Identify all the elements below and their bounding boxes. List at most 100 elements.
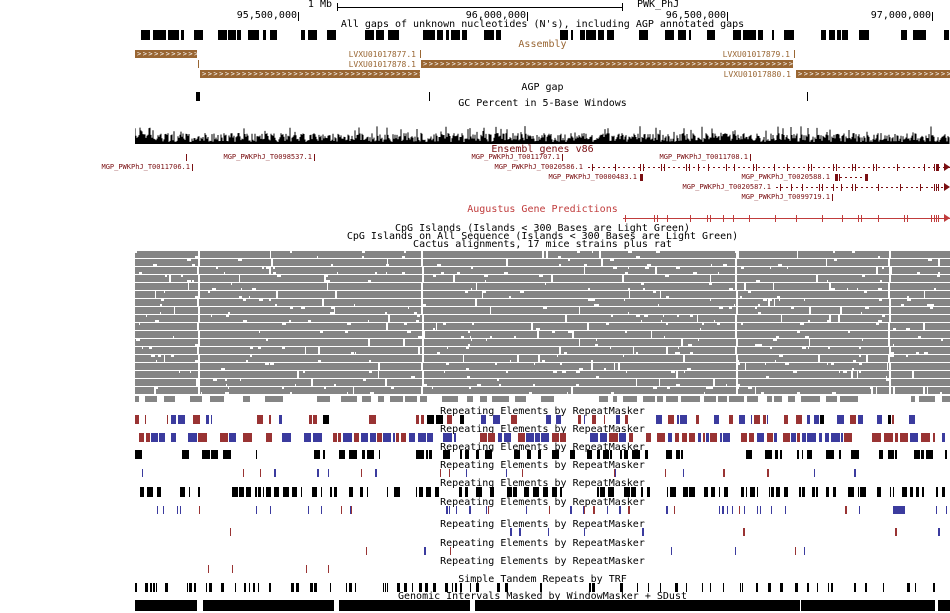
track-title-cactus[interactable]: Cactus alignments, 17 mice strains plus … bbox=[413, 239, 672, 250]
track-title-cpg_islands_all[interactable]: CpG Islands on All Sequence (Islands < 3… bbox=[346, 231, 739, 242]
alignment-row[interactable] bbox=[135, 323, 950, 330]
mark bbox=[571, 30, 573, 40]
contig-bar[interactable]: >>>>>>>>>>>>>>>>>>>>>>>>>>>>>>>>>>>>>>>>… bbox=[421, 60, 793, 68]
exon-tick bbox=[756, 164, 757, 171]
contig-label[interactable]: LVXU01017878.1 bbox=[348, 60, 416, 69]
track-title-cpg_islands[interactable]: CpG Islands (Islands < 300 Bases are Lig… bbox=[394, 223, 690, 234]
gene-label[interactable]: MGP_PWKPhJ_T0020588.1 bbox=[741, 173, 830, 181]
track-title-repeatmasker[interactable]: Repeating Elements by RepeatMasker bbox=[440, 519, 645, 530]
alignment-notch bbox=[853, 360, 856, 362]
track-title-repeatmasker[interactable]: Repeating Elements by RepeatMasker bbox=[440, 424, 645, 435]
mark bbox=[945, 450, 947, 459]
mark bbox=[592, 583, 595, 592]
track-rmsk9[interactable] bbox=[135, 565, 950, 573]
alignment-row[interactable] bbox=[135, 371, 950, 378]
track-cactus-alignments[interactable] bbox=[135, 251, 950, 405]
contig-bar[interactable]: >>>>>>>>>>>>>>>>>>>>>>>>>>>>>> bbox=[796, 70, 950, 78]
alignment-notch bbox=[773, 339, 777, 341]
mark bbox=[710, 583, 711, 592]
track-title-augustus[interactable]: Augustus Gene Predictions bbox=[467, 204, 618, 215]
mark bbox=[660, 583, 661, 592]
alignment-notch bbox=[465, 291, 468, 293]
contig-label[interactable]: LVXU01017877.1 bbox=[348, 50, 416, 59]
track-windowmasker[interactable] bbox=[135, 600, 950, 611]
contig-bar[interactable]: >>>>>>>>>>>> bbox=[135, 50, 197, 58]
exon-tick bbox=[878, 184, 879, 191]
alignment-row[interactable] bbox=[135, 379, 950, 386]
track-rmsk4[interactable] bbox=[135, 469, 950, 477]
gene-label[interactable]: MGP_PWKPhJ_T0011707.1 bbox=[471, 153, 560, 161]
contig-label[interactable]: LVXU01017879.1 bbox=[722, 50, 790, 59]
track-title-windowmasker[interactable]: Genomic Intervals Masked by WindowMasker… bbox=[398, 591, 687, 602]
track-rmsk6[interactable] bbox=[135, 506, 950, 514]
gene-label[interactable]: MGP_PWKPhJ_T0020587.1 bbox=[682, 183, 771, 191]
gene-label[interactable]: MGP_PWKPhJ_T0011706.1 bbox=[101, 163, 190, 171]
alignment-row[interactable] bbox=[135, 299, 950, 306]
track-title-repeatmasker[interactable]: Repeating Elements by RepeatMasker bbox=[440, 460, 645, 471]
mark bbox=[757, 506, 758, 514]
alignment-row[interactable] bbox=[135, 259, 950, 266]
track-title-repeatmasker[interactable]: Repeating Elements by RepeatMasker bbox=[440, 406, 645, 417]
alignment-row[interactable] bbox=[135, 267, 950, 274]
track-rmsk8[interactable] bbox=[135, 547, 950, 555]
track-rmsk1[interactable] bbox=[135, 415, 950, 424]
alignment-gap bbox=[421, 299, 423, 306]
alignment-notch bbox=[804, 299, 805, 301]
track-rmsk5[interactable] bbox=[135, 487, 950, 497]
alignment-row[interactable] bbox=[135, 283, 950, 290]
mark bbox=[454, 433, 456, 442]
gene-label[interactable]: MGP_PWKPhJ_T0020586.1 bbox=[494, 163, 583, 171]
mark bbox=[772, 30, 774, 40]
track-agp-gap[interactable] bbox=[0, 92, 950, 101]
alignment-notch bbox=[408, 307, 409, 309]
alignment-row[interactable] bbox=[135, 275, 950, 282]
alignment-row[interactable] bbox=[135, 363, 950, 370]
gene-label[interactable]: MGP_PWKPhJ_T0011708.1 bbox=[659, 153, 748, 161]
track-title-assembly[interactable]: Assembly bbox=[518, 39, 567, 50]
track-title-repeatmasker[interactable]: Repeating Elements by RepeatMasker bbox=[440, 497, 645, 508]
alignment-row[interactable] bbox=[135, 315, 950, 322]
alignment-row[interactable] bbox=[135, 331, 950, 338]
mark bbox=[156, 583, 157, 592]
track-title-repeatmasker[interactable]: Repeating Elements by RepeatMasker bbox=[440, 538, 645, 549]
alignment-notch bbox=[940, 392, 942, 394]
track-rmsk7[interactable] bbox=[135, 528, 950, 536]
track-title-repeatmasker[interactable]: Repeating Elements by RepeatMasker bbox=[440, 442, 645, 453]
gc-percent-wiggle[interactable] bbox=[135, 126, 950, 144]
gene-label[interactable]: MGP_PWKPhJ_T0000483.1 bbox=[548, 173, 637, 181]
mark bbox=[465, 487, 468, 497]
track-trf[interactable] bbox=[135, 583, 950, 592]
alignment-notch bbox=[758, 344, 762, 346]
alignment-gap bbox=[422, 355, 424, 362]
track-title-gaps[interactable]: All gaps of unknown nucleotides (N's), i… bbox=[340, 19, 745, 30]
track-gaps[interactable] bbox=[135, 30, 950, 40]
alignment-row[interactable] bbox=[135, 339, 950, 346]
gene-label[interactable]: MGP_PWKPhJ_T0099719.1 bbox=[741, 193, 830, 201]
mark bbox=[560, 487, 562, 497]
track-title-agp_gap[interactable]: AGP gap bbox=[521, 82, 564, 93]
track-title-ensembl[interactable]: Ensembl genes v86 bbox=[491, 144, 594, 155]
track-rmsk2[interactable] bbox=[135, 433, 950, 442]
track-title-trf[interactable]: Simple Tandem Repeats by TRF bbox=[458, 574, 627, 585]
alignment-notch bbox=[918, 336, 919, 338]
alignment-notch bbox=[437, 264, 441, 266]
alignment-gap bbox=[697, 315, 698, 322]
alignment-row[interactable] bbox=[135, 291, 950, 298]
contig-bar[interactable]: >>>>>>>>>>>>>>>>>>>>>>>>>>>>>>>>>>>>>>>>… bbox=[200, 70, 420, 78]
track-title-repeatmasker[interactable]: Repeating Elements by RepeatMasker bbox=[440, 556, 645, 567]
gene-label[interactable]: MGP_PWKPhJ_T0098537.1 bbox=[223, 153, 312, 161]
alignment-notch bbox=[224, 272, 225, 274]
track-title-repeatmasker[interactable]: Repeating Elements by RepeatMasker bbox=[440, 478, 645, 489]
alignment-row[interactable] bbox=[135, 387, 950, 394]
alignment-notch bbox=[196, 379, 200, 381]
mark bbox=[901, 30, 907, 40]
track-rmsk3[interactable] bbox=[135, 450, 950, 459]
contig-label[interactable]: LVXU01017880.1 bbox=[723, 70, 791, 79]
alignment-row[interactable] bbox=[135, 347, 950, 354]
alignment-row[interactable] bbox=[135, 307, 950, 314]
alignment-row[interactable] bbox=[135, 355, 950, 362]
track-title-gc_percent[interactable]: GC Percent in 5-Base Windows bbox=[458, 98, 627, 109]
